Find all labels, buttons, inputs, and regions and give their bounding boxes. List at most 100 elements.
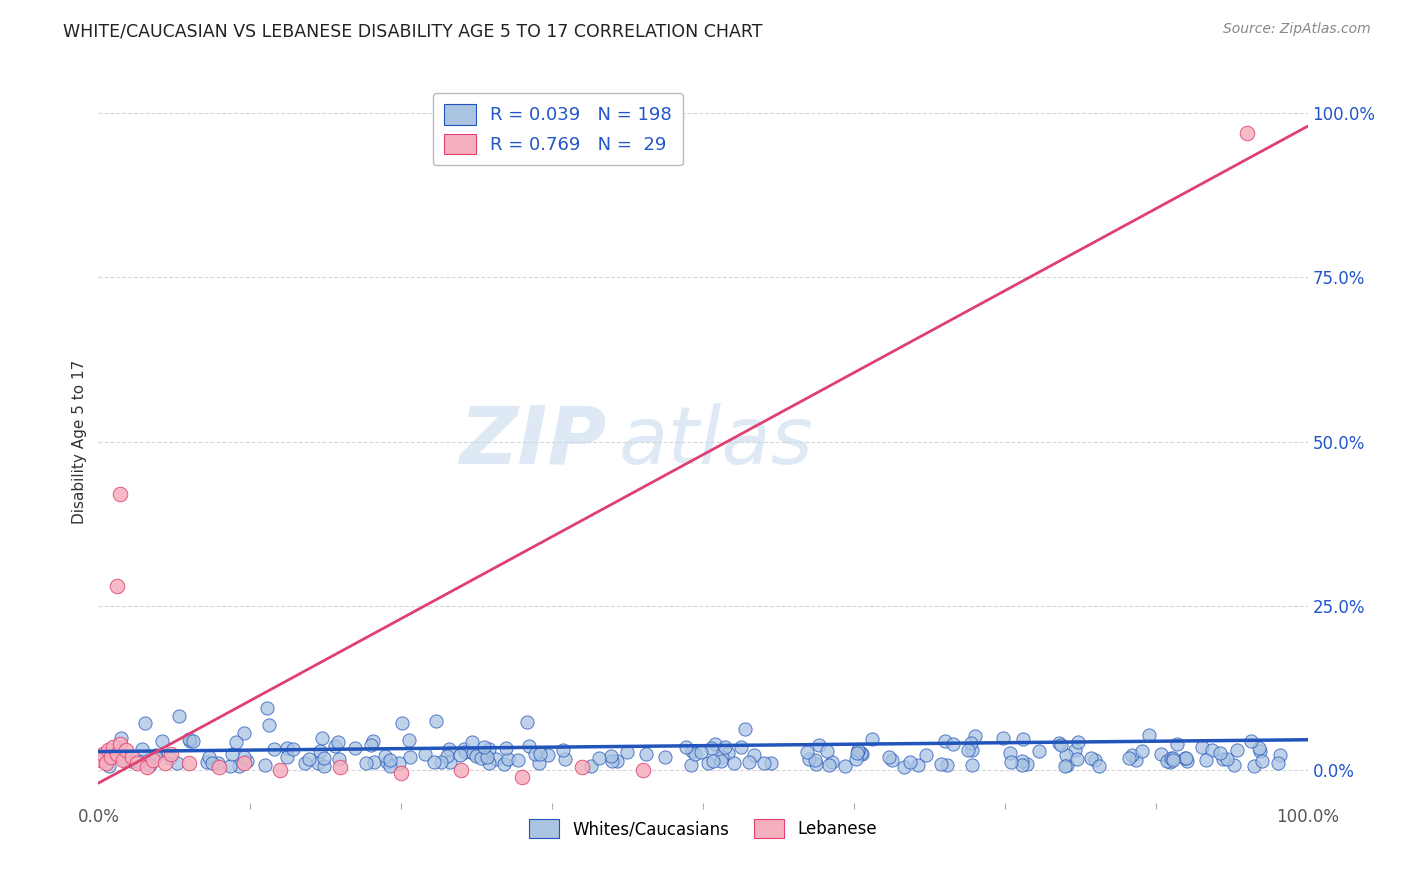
- Point: [634, 747, 657, 761]
- Point: [208, 760, 231, 774]
- Point: [437, 742, 460, 756]
- Point: [907, 757, 929, 772]
- Point: [752, 756, 775, 770]
- Point: [834, 759, 856, 773]
- Point: [1011, 754, 1033, 768]
- Point: [153, 756, 176, 771]
- Point: [232, 756, 254, 771]
- Point: [616, 745, 638, 759]
- Point: [537, 748, 560, 763]
- Point: [91, 747, 114, 761]
- Point: [1226, 743, 1249, 757]
- Point: [1137, 727, 1160, 741]
- Point: [1054, 759, 1077, 773]
- Point: [893, 759, 915, 773]
- Point: [1174, 751, 1197, 765]
- Point: [1212, 752, 1234, 766]
- Point: [1156, 754, 1178, 768]
- Point: [849, 746, 872, 760]
- Point: [551, 742, 574, 756]
- Point: [145, 747, 167, 762]
- Point: [1267, 756, 1289, 770]
- Point: [343, 741, 366, 756]
- Point: [1066, 752, 1088, 766]
- Point: [378, 753, 401, 767]
- Point: [298, 752, 321, 766]
- Point: [269, 763, 291, 777]
- Point: [942, 737, 965, 751]
- Point: [1064, 743, 1087, 757]
- Point: [957, 743, 980, 757]
- Point: [1194, 753, 1216, 767]
- Point: [465, 748, 488, 763]
- Point: [877, 750, 900, 764]
- Point: [679, 758, 702, 772]
- Point: [450, 763, 472, 777]
- Point: [207, 756, 229, 770]
- Point: [361, 734, 384, 748]
- Point: [797, 752, 820, 766]
- Point: [218, 758, 240, 772]
- Point: [1159, 755, 1181, 769]
- Point: [1249, 740, 1271, 755]
- Point: [114, 753, 136, 767]
- Point: [935, 757, 957, 772]
- Point: [506, 753, 529, 767]
- Point: [461, 735, 484, 749]
- Point: [374, 749, 396, 764]
- Point: [588, 751, 610, 765]
- Point: [436, 749, 458, 764]
- Point: [90, 753, 112, 767]
- Point: [697, 756, 720, 770]
- Point: [179, 732, 201, 747]
- Point: [1011, 758, 1033, 772]
- Point: [294, 756, 316, 770]
- Point: [1015, 757, 1038, 772]
- Point: [1223, 758, 1246, 772]
- Point: [256, 701, 278, 715]
- Point: [846, 743, 869, 757]
- Y-axis label: Disability Age 5 to 17: Disability Age 5 to 17: [72, 359, 87, 524]
- Point: [413, 747, 436, 762]
- Point: [195, 755, 218, 769]
- Point: [197, 750, 219, 764]
- Point: [510, 770, 533, 784]
- Point: [399, 750, 422, 764]
- Point: [600, 755, 623, 769]
- Point: [232, 750, 254, 764]
- Point: [1121, 748, 1143, 763]
- Point: [1118, 751, 1140, 765]
- Point: [1087, 759, 1109, 773]
- Point: [1239, 734, 1261, 748]
- Point: [796, 745, 818, 759]
- Point: [453, 742, 475, 756]
- Point: [675, 739, 697, 754]
- Point: [1050, 738, 1073, 752]
- Point: [179, 756, 201, 771]
- Point: [524, 747, 547, 761]
- Point: [1067, 735, 1090, 749]
- Point: [742, 747, 765, 762]
- Point: [882, 753, 904, 767]
- Point: [430, 755, 453, 769]
- Point: [730, 740, 752, 755]
- Point: [378, 759, 401, 773]
- Point: [494, 756, 516, 771]
- Point: [1080, 751, 1102, 765]
- Point: [1161, 753, 1184, 767]
- Point: [475, 749, 498, 764]
- Point: [160, 747, 183, 761]
- Point: [1236, 126, 1258, 140]
- Text: Source: ZipAtlas.com: Source: ZipAtlas.com: [1223, 22, 1371, 37]
- Point: [1166, 737, 1188, 751]
- Text: ZIP: ZIP: [458, 402, 606, 481]
- Point: [159, 751, 181, 765]
- Point: [1216, 752, 1239, 766]
- Point: [110, 731, 132, 745]
- Point: [131, 742, 153, 756]
- Point: [323, 739, 346, 753]
- Point: [463, 747, 485, 761]
- Point: [143, 748, 166, 763]
- Point: [115, 743, 138, 757]
- Point: [105, 579, 128, 593]
